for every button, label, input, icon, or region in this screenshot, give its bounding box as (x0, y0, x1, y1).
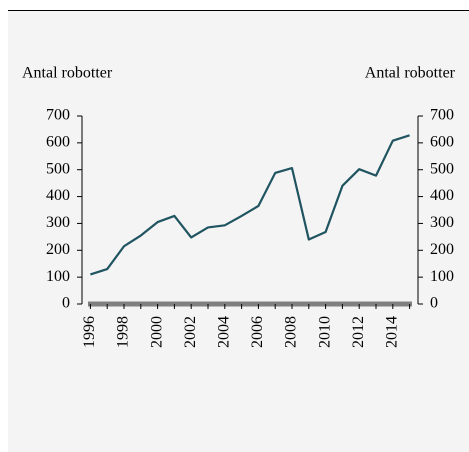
x-tick-label: 2002 (182, 316, 199, 348)
x-tick-label: 2006 (249, 316, 266, 348)
x-tick-label: 1996 (81, 316, 98, 348)
x-tick-label: 2000 (148, 316, 165, 348)
y2-tick-label: 0 (430, 295, 438, 312)
y2-tick-label: 100 (430, 268, 454, 285)
x-tick-label: 2014 (383, 316, 400, 348)
y2-tick-label: 600 (430, 134, 454, 151)
y2-axis-title: Antal robotter (365, 65, 456, 82)
y-tick-label: 0 (62, 295, 70, 312)
y-tick-label: 400 (46, 187, 70, 204)
x-tick-label: 2004 (215, 316, 232, 348)
y-tick-label: 200 (46, 241, 70, 258)
y-tick-label: 600 (46, 134, 70, 151)
y-tick-label: 700 (46, 107, 70, 124)
y-tick-label: 500 (46, 160, 70, 177)
y2-tick-label: 400 (430, 187, 454, 204)
background (8, 11, 469, 452)
y2-tick-label: 200 (430, 241, 454, 258)
y-tick-label: 100 (46, 268, 70, 285)
x-tick-label: 2010 (316, 316, 333, 348)
y2-tick-label: 700 (430, 107, 454, 124)
y2-tick-label: 500 (430, 160, 454, 177)
y-tick-label: 300 (46, 214, 70, 231)
y-axis-title: Antal robotter (22, 65, 113, 82)
x-tick-label: 2012 (350, 316, 367, 348)
x-tick-label: 1998 (115, 316, 132, 348)
x-tick-label: 2008 (283, 316, 300, 348)
line-series (90, 134, 410, 276)
y2-tick-label: 300 (430, 214, 454, 231)
